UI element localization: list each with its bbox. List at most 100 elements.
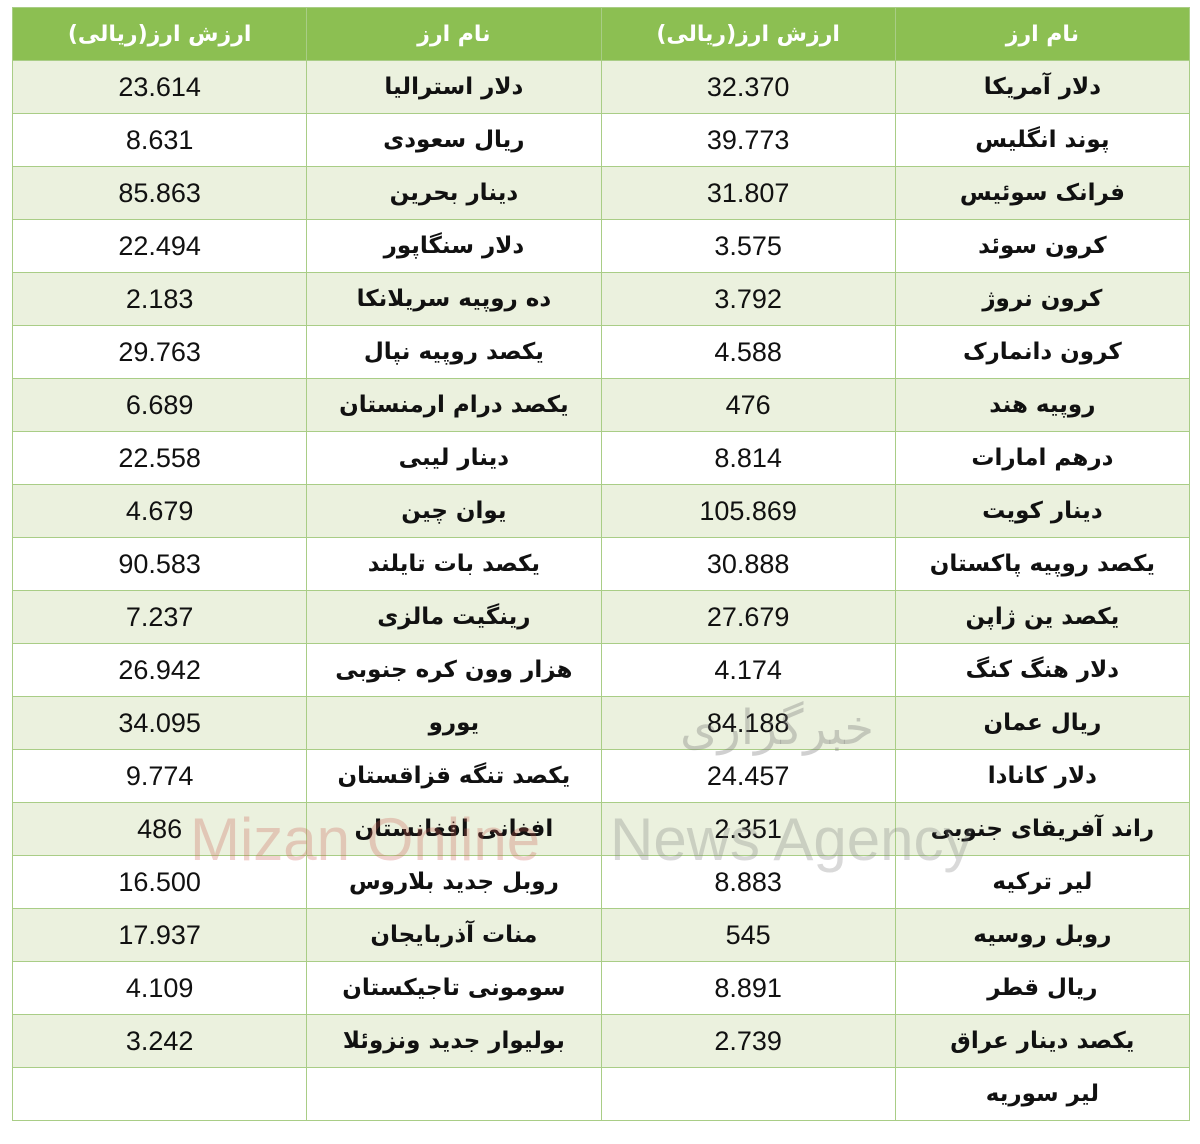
currency-name-cell: ریال سعودی [306,113,602,167]
currency-value-cell: 84.188 [600,696,896,750]
table-row: یکصد ین ژاپن 27.679 رینگیت مالزی 7.237 [11,590,1191,644]
currency-value-cell [600,1067,896,1121]
currency-name-cell: یکصد روپیه نپال [306,325,602,379]
currency-value-cell: 9.774 [11,749,308,803]
currency-value-cell: 22.558 [11,431,308,485]
currency-value-cell: 8.891 [600,961,896,1015]
currency-value-cell: 27.679 [600,590,896,644]
currency-name-cell: دلار هنگ کنگ [894,643,1191,697]
currency-name-cell: یوان چین [306,484,602,538]
header-currency-value-left: ارزش ارز(ریالی) [11,7,308,61]
table-row: لیر سوریه [11,1067,1191,1121]
currency-value-cell: 8.883 [600,855,896,909]
currency-name-cell: دینار کویت [894,484,1191,538]
currency-value-cell: 85.863 [11,166,308,220]
currency-name-cell: پوند انگلیس [894,113,1191,167]
table-row: دینار کویت 105.869 یوان چین 4.679 [11,484,1191,538]
table-row: ریال عمان 84.188 یورو 34.095 [11,696,1191,750]
currency-value-cell: 31.807 [600,166,896,220]
currency-value-cell: 8.631 [11,113,308,167]
currency-name-cell: افغانی افغانستان [306,802,602,856]
currency-value-cell: 16.500 [11,855,308,909]
currency-name-cell: هزار وون کره جنوبی [306,643,602,697]
currency-name-cell: دینار بحرین [306,166,602,220]
currency-value-cell: 90.583 [11,537,308,591]
currency-name-cell: ریال قطر [894,961,1191,1015]
currency-value-cell: 105.869 [600,484,896,538]
currency-name-cell: کرون نروژ [894,272,1191,326]
table-row: یکصد دینار عراق 2.739 بولیوار جدید ونزوئلا… [11,1014,1191,1068]
currency-name-cell: روپیه هند [894,378,1191,432]
currency-name-cell: منات آذربایجان [306,908,602,962]
table-row: لیر ترکیه 8.883 روبل جدید بلاروس 16.500 [11,855,1191,909]
currency-value-cell: 476 [600,378,896,432]
currency-name-cell: کرون سوئد [894,219,1191,273]
table-row: پوند انگلیس 39.773 ریال سعودی 8.631 [11,113,1191,167]
table-row: دلار هنگ کنگ 4.174 هزار وون کره جنوبی 26.94… [11,643,1191,697]
currency-value-cell: 545 [600,908,896,962]
currency-name-cell: بولیوار جدید ونزوئلا [306,1014,602,1068]
currency-value-cell: 17.937 [11,908,308,962]
table-row: روپیه هند 476 یکصد درام ارمنستان 6.689 [11,378,1191,432]
currency-name-cell: یکصد درام ارمنستان [306,378,602,432]
currency-value-cell [11,1067,308,1121]
header-row: نام ارز ارزش ارز(ریالی) نام ارز ارزش ارز… [11,7,1191,61]
currency-name-cell: رینگیت مالزی [306,590,602,644]
currency-name-cell: یکصد تنگه قزاقستان [306,749,602,803]
table-row: کرون سوئد 3.575 دلار سنگاپور 22.494 [11,219,1191,273]
table-row: ریال قطر 8.891 سومونی تاجیکستان 4.109 [11,961,1191,1015]
currency-value-cell: 26.942 [11,643,308,697]
currency-value-cell: 486 [11,802,308,856]
currency-value-cell: 22.494 [11,219,308,273]
currency-value-cell: 29.763 [11,325,308,379]
currency-name-cell: یکصد ین ژاپن [894,590,1191,644]
table-row: راند آفریقای جنوبی 2.351 افغانی افغانستان 4… [11,802,1191,856]
currency-value-cell: 7.237 [11,590,308,644]
header-currency-name-right: نام ارز [894,7,1191,61]
table-row: روبل روسیه 545 منات آذربایجان 17.937 [11,908,1191,962]
currency-value-cell: 4.109 [11,961,308,1015]
header-currency-value-right: ارزش ارز(ریالی) [600,7,896,61]
table-row: فرانک سوئیس 31.807 دینار بحرین 85.863 [11,166,1191,220]
currency-value-cell: 3.575 [600,219,896,273]
currency-value-cell: 34.095 [11,696,308,750]
currency-value-cell: 6.689 [11,378,308,432]
currency-name-cell: دلار کانادا [894,749,1191,803]
currency-name-cell: درهم امارات [894,431,1191,485]
table-row: دلار کانادا 24.457 یکصد تنگه قزاقستان 9.774 [11,749,1191,803]
table-row: کرون نروژ 3.792 ده روپیه سریلانکا 2.183 [11,272,1191,326]
currency-name-cell: یکصد روپیه پاکستان [894,537,1191,591]
currency-name-cell [306,1067,602,1121]
currency-name-cell: دینار لیبی [306,431,602,485]
currency-rate-table: نام ارز ارزش ارز(ریالی) نام ارز ارزش ارز… [11,7,1191,1121]
currency-name-cell: دلار آمریکا [894,60,1191,114]
currency-name-cell: دلار سنگاپور [306,219,602,273]
table-row: یکصد روپیه پاکستان 30.888 یکصد بات تایلند 9… [11,537,1191,591]
currency-value-cell: 39.773 [600,113,896,167]
currency-name-cell: روبل جدید بلاروس [306,855,602,909]
header-currency-name-left: نام ارز [306,7,602,61]
currency-value-cell: 4.174 [600,643,896,697]
currency-name-cell: یکصد بات تایلند [306,537,602,591]
currency-value-cell: 3.792 [600,272,896,326]
table-row: کرون دانمارک 4.588 یکصد روپیه نپال 29.763 [11,325,1191,379]
currency-value-cell: 2.183 [11,272,308,326]
table-row: دلار آمریکا 32.370 دلار استرالیا 23.614 [11,60,1191,114]
currency-name-cell: یورو [306,696,602,750]
currency-value-cell: 4.679 [11,484,308,538]
currency-name-cell: ریال عمان [894,696,1191,750]
currency-value-cell: 3.242 [11,1014,308,1068]
currency-name-cell: فرانک سوئیس [894,166,1191,220]
currency-value-cell: 23.614 [11,60,308,114]
currency-value-cell: 8.814 [600,431,896,485]
currency-value-cell: 32.370 [600,60,896,114]
currency-name-cell: دلار استرالیا [306,60,602,114]
currency-name-cell: ده روپیه سریلانکا [306,272,602,326]
currency-value-cell: 4.588 [600,325,896,379]
currency-name-cell: لیر سوریه [894,1067,1191,1121]
currency-name-cell: سومونی تاجیکستان [306,961,602,1015]
currency-value-cell: 2.351 [600,802,896,856]
currency-value-cell: 24.457 [600,749,896,803]
currency-name-cell: روبل روسیه [894,908,1191,962]
currency-name-cell: لیر ترکیه [894,855,1191,909]
